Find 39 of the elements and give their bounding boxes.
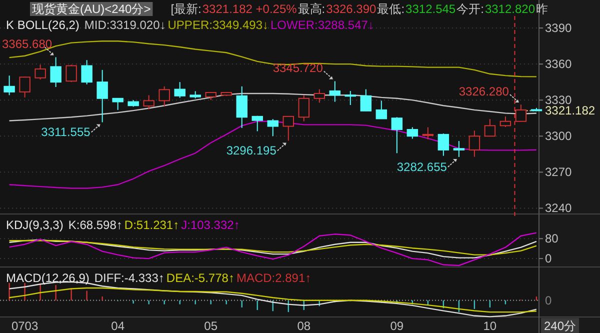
y-tick-label: 3300 xyxy=(545,129,572,144)
y-tick-label: 3270 xyxy=(545,165,572,180)
annotation: 3312.545 xyxy=(406,2,456,16)
chart-title: 现货黄金(AU)<240分> xyxy=(32,2,151,16)
text: DEA:-5.778↑ xyxy=(166,271,234,285)
y-tick-label: 3360 xyxy=(545,57,572,72)
annotation: 3345.720 xyxy=(272,61,324,76)
annotation: 3326.390 xyxy=(326,2,377,16)
annotation: 3312.820 xyxy=(484,2,536,16)
y-tick-label: 3240 xyxy=(545,201,572,216)
annotation: 昨 xyxy=(536,2,548,16)
text: MACD(12,26,9) xyxy=(6,271,90,285)
legend: K BOLL(26,2) MID:3319.020↓ UPPER:3349.493↓ LOWER:3288.547↓ xyxy=(6,18,374,32)
annotation: 3311.555 xyxy=(41,125,91,140)
text: MACD:2.891↑ xyxy=(236,271,312,285)
x-tick-label: 10 xyxy=(483,319,497,333)
annotation: 3296.195 xyxy=(226,144,277,158)
annotation: 3326.280 xyxy=(458,84,510,99)
annotation: [最新: xyxy=(170,2,202,16)
text: D:51.231↑ xyxy=(124,218,180,232)
text: 240分 xyxy=(544,319,576,333)
text: K:68.598↑ xyxy=(68,218,122,232)
text: KDJ(9,3,3) xyxy=(6,218,64,232)
annotation: 3282.655 xyxy=(396,160,448,174)
annotation: 3365.680 xyxy=(2,37,52,52)
y-tick-label: 80 xyxy=(545,232,559,246)
text: DIFF:-4.333↑ xyxy=(94,271,164,285)
x-tick-label: 0703 xyxy=(11,319,38,333)
y-tick-label: 0 xyxy=(545,252,552,266)
annotation: 3321.182 +0.25% xyxy=(202,2,298,16)
x-tick-label: 05 xyxy=(204,319,218,333)
y-tick-label: 3390 xyxy=(545,21,572,36)
annotation: 今开: xyxy=(456,2,484,16)
annotation: 最高: xyxy=(298,2,326,16)
x-tick-label: 04 xyxy=(111,319,125,333)
x-tick-label: 09 xyxy=(390,319,404,333)
x-tick-label: 08 xyxy=(297,319,311,333)
annotation: 最低: xyxy=(377,2,405,16)
text: J:103.332↑ xyxy=(181,218,240,232)
